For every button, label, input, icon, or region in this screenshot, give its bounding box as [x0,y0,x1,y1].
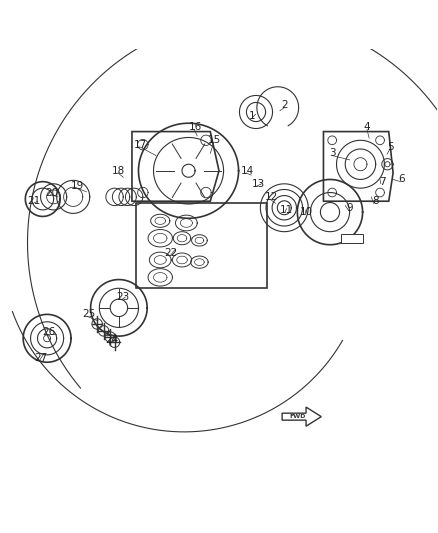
Text: 16: 16 [188,122,201,132]
Text: 14: 14 [240,166,254,176]
Text: 12: 12 [265,192,278,202]
Text: 19: 19 [71,181,84,191]
Text: 13: 13 [251,179,265,189]
Text: FWD: FWD [289,414,306,419]
Text: 6: 6 [399,174,405,184]
Text: 9: 9 [346,203,353,213]
Text: 3: 3 [329,148,336,158]
Text: 11: 11 [280,205,293,215]
Text: 17: 17 [134,140,147,150]
Text: 7: 7 [379,176,385,187]
Text: 25: 25 [82,309,95,319]
Text: 5: 5 [388,142,394,152]
Text: 4: 4 [364,122,370,132]
Text: 21: 21 [28,196,41,206]
Polygon shape [341,234,363,243]
Text: 2: 2 [281,100,288,110]
Text: 24: 24 [106,335,119,345]
Text: 26: 26 [42,327,56,337]
Polygon shape [282,407,321,426]
Text: 20: 20 [45,188,58,198]
Text: 1: 1 [248,111,255,122]
Text: 8: 8 [372,196,379,206]
Text: 18: 18 [112,166,126,176]
Text: 22: 22 [165,248,178,259]
Text: 15: 15 [208,135,221,146]
Text: 23: 23 [117,292,130,302]
Bar [136,204,267,288]
Text: 10: 10 [300,207,313,217]
Text: 27: 27 [34,353,47,363]
